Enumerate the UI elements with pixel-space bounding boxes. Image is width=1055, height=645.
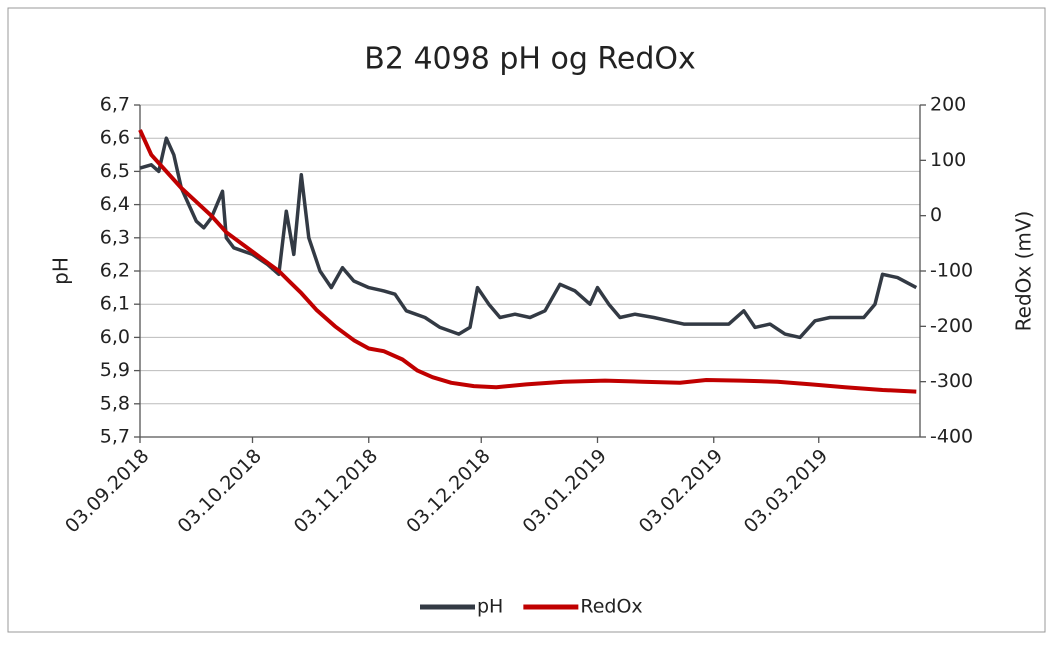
y-tick-label: 5,9 <box>100 359 130 381</box>
y2-tick-label: -200 <box>930 315 973 337</box>
y-tick-label: 5,7 <box>100 426 130 448</box>
y-tick-label: 6,7 <box>100 94 130 116</box>
y2-axis-title: RedOx (mV) <box>1012 211 1036 332</box>
y-tick-label: 5,8 <box>100 392 130 414</box>
y2-tick-label: -300 <box>930 370 973 392</box>
chart-frame <box>7 7 1046 633</box>
y-tick-label: 6,1 <box>100 293 130 315</box>
legend-label: RedOx <box>580 596 642 618</box>
y2-tick-label: 200 <box>930 94 966 116</box>
series-line <box>139 136 918 340</box>
legend-label: pH <box>477 596 503 618</box>
series-line <box>138 129 917 394</box>
y-axis-title: pH <box>49 257 73 285</box>
y-tick-label: 6,4 <box>100 193 130 215</box>
y-tick-label: 6,5 <box>100 160 130 182</box>
y2-tick-label: -100 <box>930 260 973 282</box>
y2-tick-label: 100 <box>930 149 966 171</box>
y2-tick-label: -400 <box>930 426 973 448</box>
chart-title: B2 4098 pH og RedOx <box>364 42 696 77</box>
y-tick-label: 6,0 <box>100 326 130 348</box>
y-tick-label: 6,6 <box>100 127 130 149</box>
y2-tick-label: 0 <box>930 204 942 226</box>
y-tick-label: 6,3 <box>100 226 130 248</box>
y-tick-label: 6,2 <box>100 260 130 282</box>
